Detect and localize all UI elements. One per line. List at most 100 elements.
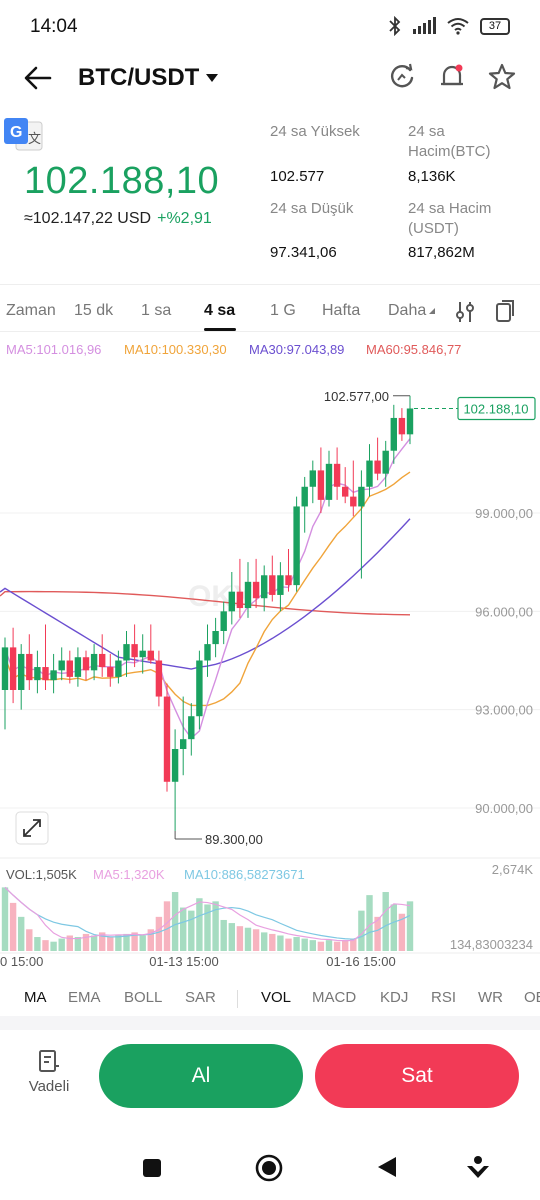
price-axis-label: 90.000,00 (475, 801, 533, 816)
volume-bar (1, 887, 9, 951)
chart-switch-icon[interactable] (494, 298, 518, 324)
assistant-icon[interactable] (465, 1154, 491, 1182)
translate-icon[interactable]: G 文 (2, 116, 44, 152)
tab-week[interactable]: Hafta (322, 302, 361, 319)
volume-bar (309, 940, 316, 951)
ma5-value: MA5:101.016,96 (6, 342, 102, 357)
candle-up (115, 660, 122, 677)
candle-down (26, 653, 33, 681)
tab-time[interactable]: Zaman (6, 302, 56, 319)
time-axis-label: 01-16 15:00 (326, 954, 395, 969)
alert-bell-icon[interactable] (438, 62, 466, 92)
volume-bar (188, 910, 195, 951)
back-icon[interactable] (22, 62, 54, 99)
expand-icon[interactable] (23, 819, 41, 837)
ind-rsi[interactable]: RSI (431, 989, 457, 1006)
candle-up (382, 450, 389, 474)
ind-kdj[interactable]: KDJ (380, 989, 409, 1006)
ma10-value: MA10:100.330,30 (124, 342, 227, 357)
volume-bar (269, 933, 276, 951)
candle-up (366, 460, 373, 487)
volume-bar (155, 916, 163, 951)
buy-button[interactable]: Al (99, 1044, 303, 1108)
volume-bar (325, 940, 333, 951)
max-price-marker: 102.577,00 (324, 389, 389, 404)
sell-button[interactable]: Sat (315, 1044, 519, 1108)
tab-more[interactable]: Daha (388, 302, 436, 320)
volume-bar (236, 926, 244, 951)
svg-text:G: G (10, 124, 22, 141)
tab-15m[interactable]: 15 dk (74, 302, 114, 319)
candle-up (58, 660, 65, 671)
volume-bar (301, 938, 308, 951)
volume-bar (317, 941, 325, 951)
volume-bar (358, 910, 365, 951)
usd-approx: ≈102.147,22 USD (24, 210, 152, 227)
tab-4h[interactable]: 4 sa (204, 302, 236, 319)
volume-bar (90, 935, 98, 951)
ind-sar[interactable]: SAR (185, 989, 216, 1006)
home-icon[interactable] (255, 1154, 283, 1182)
candle-up (277, 575, 284, 595)
volume-bar (390, 904, 397, 951)
volume-bar (342, 940, 349, 951)
tab-1h[interactable]: 1 sa (141, 302, 172, 319)
candle-up (228, 591, 235, 612)
status-icons: 37 (388, 16, 510, 36)
back-nav-icon[interactable] (376, 1155, 398, 1179)
indicator-tabs: MA EMA BOLL SAR VOL MACD KDJ RSI WR OB (0, 986, 540, 1010)
pair-selector[interactable]: BTC/USDT (78, 64, 219, 92)
price-axis-label: 96.000,00 (475, 604, 533, 619)
svg-text:文: 文 (28, 132, 41, 147)
volume-bar (123, 933, 130, 951)
futures-button[interactable]: Vadeli (24, 1048, 74, 1095)
pair-title: BTC/USDT (78, 64, 200, 91)
time-axis-label: 01-13 15:00 (149, 954, 218, 969)
tab-1d[interactable]: 1 G (270, 302, 296, 319)
volume-bar (26, 929, 33, 951)
indicator-settings-icon[interactable] (455, 300, 475, 324)
volume-bar (115, 935, 122, 951)
candle-up (325, 463, 333, 500)
high-label: 24 sa Yüksek (270, 123, 360, 140)
ind-wr[interactable]: WR (478, 989, 503, 1006)
volume-axis-min: 134,83003234 (450, 937, 533, 952)
futures-label: Vadeli (28, 1078, 70, 1095)
candle-down (398, 417, 406, 435)
ind-macd[interactable]: MACD (312, 989, 357, 1006)
ind-ema[interactable]: EMA (68, 989, 101, 1006)
volume-ma10-line (4, 886, 411, 940)
more-caret-icon (429, 308, 436, 314)
candle-down (131, 644, 138, 658)
volume-bar (212, 901, 219, 951)
volume-bar (139, 935, 146, 951)
ind-ma[interactable]: MA (24, 989, 47, 1006)
volume-bar (406, 901, 414, 951)
volume-bar (50, 941, 57, 951)
favorite-star-icon[interactable] (488, 62, 516, 92)
volume-bar (382, 892, 389, 951)
price-axis-label: 99.000,00 (475, 506, 533, 521)
candle-down (342, 486, 349, 497)
bottom-actions: Vadeli Al Sat (0, 1030, 540, 1124)
candle-down (9, 647, 17, 690)
volume-bar (99, 932, 106, 951)
header-actions (388, 62, 516, 92)
separator-band (0, 1016, 540, 1030)
candle-up (261, 575, 268, 599)
candlestick-chart[interactable]: OKX 99.000,00 96.000,00 93.000,00 90.000,00 1… (0, 330, 540, 970)
ind-obv[interactable]: OB (524, 989, 540, 1006)
candle-down (163, 696, 171, 782)
recents-icon[interactable] (141, 1157, 163, 1179)
timeframe-tabs: Zaman 15 dk 1 sa 4 sa 1 G Hafta Daha (0, 298, 540, 331)
min-price-marker: 89.300,00 (205, 832, 263, 847)
ind-boll[interactable]: BOLL (124, 989, 163, 1006)
refresh-chart-icon[interactable] (388, 62, 416, 92)
vol-btc-value: 8,136K (408, 168, 456, 185)
ind-vol[interactable]: VOL (261, 989, 292, 1006)
indicator-separator (237, 990, 238, 1008)
current-price-tag-box (457, 396, 536, 421)
volume-bar (163, 901, 171, 951)
candle-down (333, 463, 341, 487)
volume-bar (107, 937, 114, 951)
